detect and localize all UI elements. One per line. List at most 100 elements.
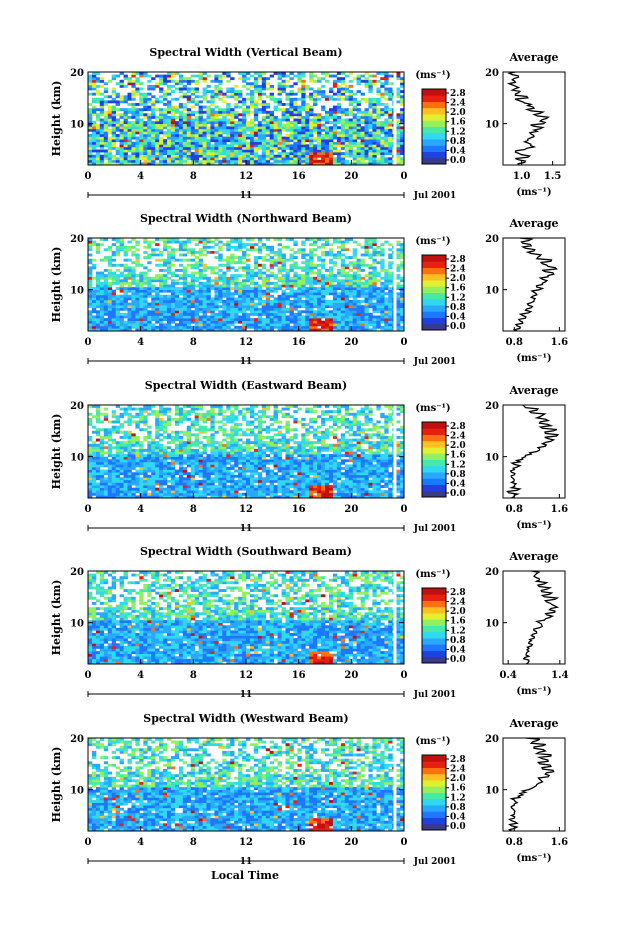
colorbar-unit: (ms⁻¹) bbox=[415, 70, 450, 81]
colorbar-swatch bbox=[422, 120, 446, 127]
x-tick-label: 20 bbox=[344, 337, 358, 348]
data-gap bbox=[393, 571, 397, 664]
x-tick-label: 4 bbox=[137, 504, 144, 515]
colorbar-swatch bbox=[422, 465, 446, 473]
colorbar-unit: (ms⁻¹) bbox=[415, 736, 450, 747]
colorbar: 0.00.40.81.21.62.02.42.8 bbox=[421, 88, 466, 166]
y-tick-label: 10 bbox=[70, 286, 84, 297]
colorbar-swatch bbox=[422, 650, 446, 658]
colorbar-swatch bbox=[422, 631, 446, 639]
colorbar-swatch bbox=[422, 95, 446, 102]
x-tick-label: 0 bbox=[85, 171, 92, 182]
average-profile-line bbox=[522, 570, 560, 665]
data-gap bbox=[393, 238, 397, 331]
colorbar-swatch bbox=[422, 311, 446, 318]
colorbar-swatch bbox=[422, 261, 446, 268]
colorbar-tick-label: 0.0 bbox=[450, 322, 466, 332]
average-profile-line bbox=[507, 737, 555, 832]
x-tick-label: 4 bbox=[137, 837, 144, 848]
y-tick-label: 20 bbox=[70, 567, 84, 578]
colorbar-tick-label: 0.0 bbox=[450, 822, 466, 832]
date-label: Jul 2001 bbox=[413, 524, 456, 534]
colorbar-swatch bbox=[422, 613, 446, 620]
colorbar-swatch bbox=[422, 817, 446, 825]
y-axis-title: Height (km) bbox=[50, 747, 63, 823]
average-frame bbox=[502, 237, 566, 332]
average-y-tick-label: 20 bbox=[485, 401, 499, 412]
colorbar-tick-label: 2.0 bbox=[450, 108, 466, 118]
panel-title: Spectral Width (Westward Beam) bbox=[143, 712, 348, 725]
colorbar: 0.00.40.81.21.62.02.42.8 bbox=[421, 754, 466, 832]
y-axis-title: Height (km) bbox=[50, 81, 63, 157]
average-title: Average bbox=[508, 51, 558, 64]
heatmap-cells bbox=[88, 72, 405, 166]
colorbar-tick-label: 0.8 bbox=[450, 470, 466, 480]
colorbar-swatch bbox=[422, 286, 446, 293]
average-frame bbox=[502, 737, 566, 832]
colorbar-swatch bbox=[422, 317, 446, 325]
y-tick-label: 20 bbox=[70, 401, 84, 412]
colorbar-swatch bbox=[422, 490, 446, 498]
colorbar-swatch bbox=[422, 600, 446, 608]
average-title: Average bbox=[508, 717, 558, 730]
data-gap bbox=[393, 72, 397, 165]
x-tick-label: 20 bbox=[344, 504, 358, 515]
average-title: Average bbox=[508, 384, 558, 397]
average-x-tick-label: 0.8 bbox=[506, 837, 523, 848]
x-tick-label: 0 bbox=[401, 337, 408, 348]
average-y-tick-label: 10 bbox=[485, 120, 499, 131]
colorbar-tick-label: 0.8 bbox=[450, 636, 466, 646]
average-x-label: (ms⁻¹) bbox=[516, 853, 551, 864]
colorbar-frame bbox=[421, 254, 447, 331]
date-label: Jul 2001 bbox=[413, 690, 456, 700]
colorbar-swatch bbox=[422, 267, 446, 275]
colorbar-tick-label: 2.0 bbox=[450, 607, 466, 617]
colorbar-frame bbox=[421, 88, 447, 165]
colorbar-frame bbox=[421, 587, 447, 664]
data-gap bbox=[393, 738, 397, 831]
average-y-tick-label: 10 bbox=[485, 286, 499, 297]
average-x-tick-label: 0.8 bbox=[506, 337, 523, 348]
colorbar-swatch bbox=[422, 594, 446, 601]
colorbar-tick-label: 0.4 bbox=[450, 146, 466, 156]
x-tick-label: 12 bbox=[239, 504, 253, 515]
average-plot: Average 10 20 0.4 1.4(ms⁻¹) bbox=[485, 550, 568, 697]
day-label: 11 bbox=[240, 524, 253, 534]
colorbar-swatch bbox=[422, 447, 446, 454]
y-tick-label: 20 bbox=[70, 734, 84, 745]
colorbar-swatch bbox=[422, 89, 446, 96]
average-x-tick-label: 1.5 bbox=[544, 171, 561, 182]
colorbar-swatch bbox=[422, 638, 446, 645]
x-tick-label: 0 bbox=[401, 171, 408, 182]
colorbar-tick-label: 2.4 bbox=[450, 765, 466, 775]
average-title: Average bbox=[508, 217, 558, 230]
x-tick-label: 16 bbox=[292, 171, 306, 182]
colorbar: 0.00.40.81.21.62.02.42.8 bbox=[421, 254, 466, 332]
x-tick-label: 12 bbox=[239, 171, 253, 182]
x-tick-label: 4 bbox=[137, 337, 144, 348]
average-frame bbox=[502, 71, 566, 166]
colorbar-swatch bbox=[422, 792, 446, 800]
colorbar-swatch bbox=[422, 644, 446, 651]
x-tick-label: 16 bbox=[292, 504, 306, 515]
panel-4: Spectral Width (Westward Beam) 10 20 Height… bbox=[50, 712, 568, 867]
y-tick-label: 10 bbox=[70, 453, 84, 464]
colorbar-tick-label: 0.0 bbox=[450, 489, 466, 499]
colorbar-tick-label: 0.4 bbox=[450, 312, 466, 322]
x-tick-label: 8 bbox=[190, 337, 197, 348]
average-y-tick-label: 10 bbox=[485, 453, 499, 464]
panel-1: Spectral Width (Northward Beam) 10 20 Heigh… bbox=[50, 212, 568, 367]
average-x-tick-label: 1.6 bbox=[551, 337, 568, 348]
colorbar-swatch bbox=[422, 255, 446, 262]
average-plot: Average 10 20 0.8 1.6(ms⁻¹) bbox=[485, 384, 568, 531]
colorbar-swatch bbox=[422, 126, 446, 134]
colorbar: 0.00.40.81.21.62.02.42.8 bbox=[421, 421, 466, 499]
colorbar-tick-label: 2.4 bbox=[450, 432, 466, 442]
x-tick-label: 16 bbox=[292, 337, 306, 348]
y-axis-title: Height (km) bbox=[50, 247, 63, 323]
average-plot: Average 10 20 1.0 1.5 (ms⁻¹) bbox=[485, 51, 566, 198]
date-label: Jul 2001 bbox=[413, 857, 456, 867]
average-profile-line bbox=[506, 404, 560, 499]
average-frame bbox=[502, 404, 566, 499]
